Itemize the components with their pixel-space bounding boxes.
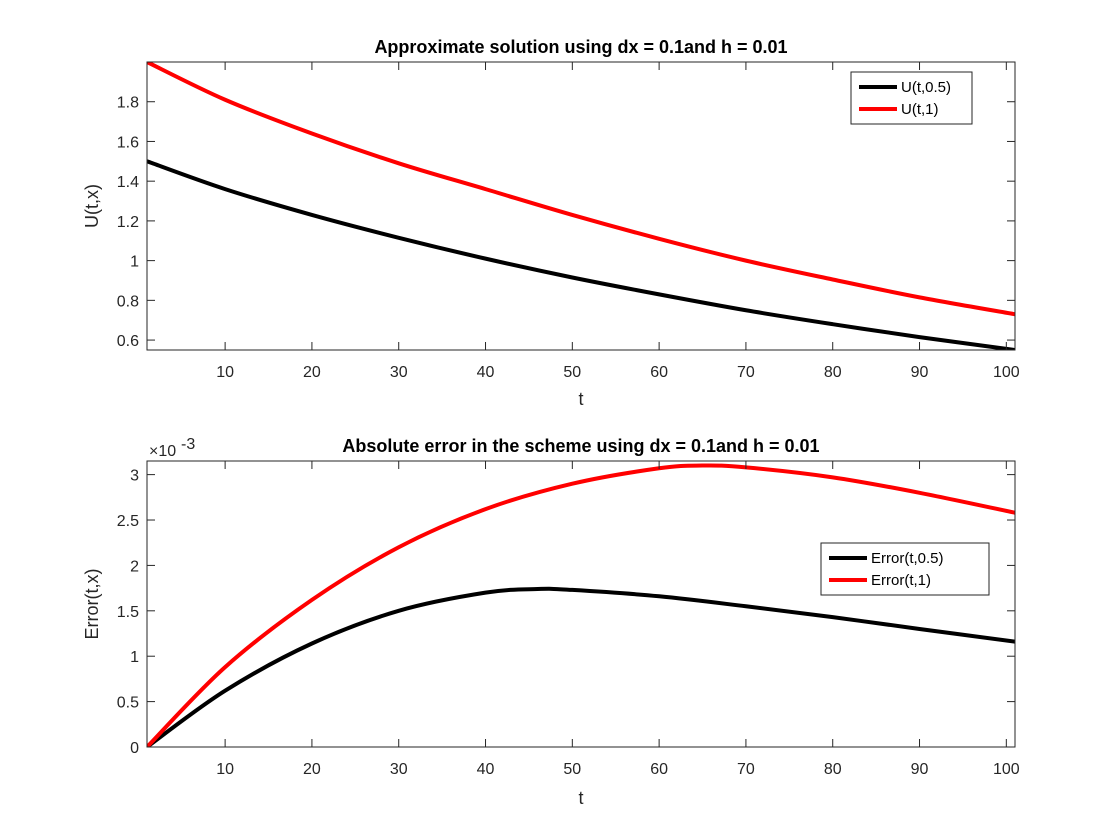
x-tick-label: 50: [563, 761, 581, 778]
x-tick-label: 60: [650, 761, 668, 778]
series-line-2: [147, 463, 1015, 747]
x-tick-label: 40: [477, 364, 495, 381]
y-tick-label: 1: [130, 649, 139, 666]
x-tick-label: 10: [216, 364, 234, 381]
legend-label-2: Error(t,1): [871, 572, 931, 589]
y-tick-label: 3: [130, 468, 139, 485]
y-tick-label: 0: [130, 740, 139, 757]
legend-label-1: U(t,0.5): [901, 79, 951, 96]
x-tick-label: 20: [303, 761, 321, 778]
y-axis-label: U(t,x): [82, 184, 102, 228]
y-tick-label: 1.5: [117, 604, 139, 621]
x-tick-label: 30: [390, 761, 408, 778]
x-tick-label: 80: [824, 364, 842, 381]
x-tick-label: 20: [303, 364, 321, 381]
plot-frame: [146, 61, 1016, 351]
x-tick-label: 50: [563, 364, 581, 381]
x-axis-label: t: [578, 389, 583, 409]
series-line-1: [147, 159, 1015, 350]
x-tick-label: 40: [477, 761, 495, 778]
series-line-2: [147, 62, 1015, 317]
y-tick-label: 1.4: [117, 174, 139, 191]
legend-label-2: U(t,1): [901, 101, 939, 118]
y-tick-label: 0.8: [117, 293, 139, 310]
y-tick-label: 1.2: [117, 214, 139, 231]
exponent-power: -3: [181, 436, 195, 453]
y-exponent-multiplier: ×10 -3: [149, 436, 195, 460]
legend-box: [850, 71, 973, 125]
y-tick-label: 0.5: [117, 695, 139, 712]
y-tick-label: 2: [130, 558, 139, 575]
x-tick-label: 100: [993, 761, 1020, 778]
exponent-base: ×10: [149, 443, 176, 460]
y-tick-label: 1.6: [117, 134, 139, 151]
series-line-1: [147, 586, 1015, 747]
legend-box: [820, 542, 990, 596]
legend: U(t,0.5) U(t,1): [850, 71, 973, 125]
legend: Error(t,0.5) Error(t,1): [820, 542, 990, 596]
y-tick-label: 1.8: [117, 95, 139, 112]
x-tick-label: 60: [650, 364, 668, 381]
x-tick-label: 90: [911, 364, 929, 381]
x-tick-label: 80: [824, 761, 842, 778]
x-axis-label: t: [578, 788, 583, 808]
y-tick-label: 2.5: [117, 513, 139, 530]
x-tick-label: 10: [216, 761, 234, 778]
chart-title: Approximate solution using dx = 0.1and h…: [374, 37, 787, 57]
y-tick-label: 0.6: [117, 333, 139, 350]
x-tick-label: 70: [737, 761, 755, 778]
x-tick-label: 90: [911, 761, 929, 778]
plot-frame: [146, 460, 1016, 748]
chart-title: Absolute error in the scheme using dx = …: [342, 436, 819, 456]
y-axis-label: Error(t,x): [82, 569, 102, 640]
x-tick-label: 100: [993, 364, 1020, 381]
x-tick-label: 70: [737, 364, 755, 381]
x-tick-label: 30: [390, 364, 408, 381]
chart-2: Absolute error in the scheme using dx = …: [82, 436, 1020, 808]
legend-label-1: Error(t,0.5): [871, 550, 944, 567]
chart-1: Approximate solution using dx = 0.1and h…: [82, 37, 1020, 409]
y-tick-label: 1: [130, 254, 139, 271]
